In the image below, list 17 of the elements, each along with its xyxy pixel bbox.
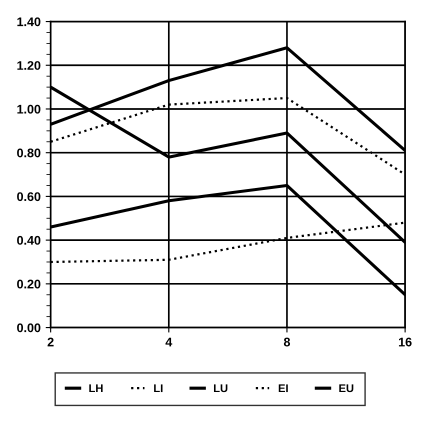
legend-label: LU	[214, 384, 228, 392]
legend-label: EU	[339, 384, 354, 392]
y-tick-label: 1.40	[17, 17, 40, 26]
legend-label: LI	[154, 384, 162, 392]
y-tick-label: 0.80	[17, 148, 40, 158]
y-tick-label: 0.20	[17, 280, 40, 288]
x-tick-label: 16	[398, 338, 412, 346]
x-tick-label: 2	[48, 338, 54, 346]
y-tick-label: 1.20	[17, 61, 40, 70]
legend-label: LH	[89, 384, 103, 392]
y-tick-label: 1.00	[17, 104, 40, 114]
y-tick-label: 0.40	[17, 236, 40, 245]
x-tick-label: 4	[166, 338, 172, 346]
x-tick-label: 8	[284, 338, 290, 346]
legend-label: EI	[278, 384, 288, 392]
y-tick-label: 0.00	[17, 323, 40, 332]
y-tick-label: 0.60	[17, 192, 40, 202]
